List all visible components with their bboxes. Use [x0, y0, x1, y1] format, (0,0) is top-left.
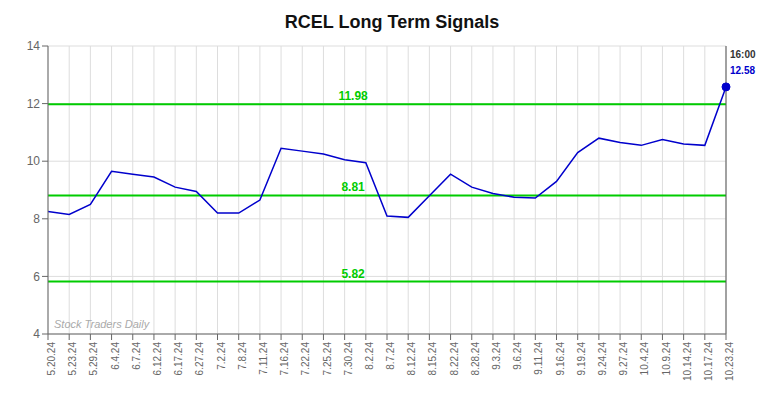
svg-text:6.7.24: 6.7.24	[131, 342, 142, 370]
svg-text:12.58: 12.58	[730, 65, 755, 76]
svg-text:4: 4	[33, 327, 40, 341]
svg-text:6.17.24: 6.17.24	[173, 342, 184, 376]
svg-text:10.14.24: 10.14.24	[682, 342, 693, 381]
svg-text:9.27.24: 9.27.24	[618, 342, 629, 376]
svg-text:7.8.24: 7.8.24	[237, 342, 248, 370]
svg-text:6.4.24: 6.4.24	[110, 342, 121, 370]
svg-text:16:00: 16:00	[730, 49, 756, 60]
svg-text:10.23.24: 10.23.24	[724, 342, 735, 381]
svg-text:8.28.24: 8.28.24	[470, 342, 481, 376]
svg-text:8.81: 8.81	[341, 180, 365, 194]
svg-text:6.27.24: 6.27.24	[194, 342, 205, 376]
svg-text:7.2.24: 7.2.24	[216, 342, 227, 370]
svg-text:5.29.24: 5.29.24	[88, 342, 99, 376]
svg-text:Stock Traders Daily: Stock Traders Daily	[54, 318, 151, 330]
svg-text:5.82: 5.82	[341, 267, 365, 281]
svg-text:7.16.24: 7.16.24	[279, 342, 290, 376]
svg-text:8.12.24: 8.12.24	[406, 342, 417, 376]
svg-text:8.7.24: 8.7.24	[385, 342, 396, 370]
svg-text:14: 14	[27, 39, 41, 53]
svg-text:7.11.24: 7.11.24	[258, 342, 269, 375]
svg-text:8.15.24: 8.15.24	[427, 342, 438, 376]
svg-text:8: 8	[33, 212, 40, 226]
svg-text:6.12.24: 6.12.24	[152, 342, 163, 376]
svg-text:8.2.24: 8.2.24	[364, 342, 375, 370]
svg-text:7.30.24: 7.30.24	[343, 342, 354, 376]
svg-text:6: 6	[33, 270, 40, 284]
svg-text:10.17.24: 10.17.24	[703, 342, 714, 381]
svg-text:7.22.24: 7.22.24	[300, 342, 311, 376]
svg-text:5.23.24: 5.23.24	[67, 342, 78, 376]
svg-text:8.22.24: 8.22.24	[449, 342, 460, 376]
svg-text:9.16.24: 9.16.24	[555, 342, 566, 376]
svg-text:10.9.24: 10.9.24	[661, 342, 672, 376]
svg-text:10: 10	[27, 154, 41, 168]
svg-text:7.25.24: 7.25.24	[322, 342, 333, 376]
svg-text:9.3.24: 9.3.24	[491, 342, 502, 370]
svg-text:5.20.24: 5.20.24	[46, 342, 57, 376]
svg-text:9.6.24: 9.6.24	[512, 342, 523, 370]
svg-text:9.24.24: 9.24.24	[597, 342, 608, 376]
svg-text:11.98: 11.98	[338, 89, 368, 103]
svg-text:9.19.24: 9.19.24	[576, 342, 587, 376]
html-text:RCEL Long Term Signals: RCEL Long Term Signals	[284, 12, 500, 32]
svg-text:12: 12	[27, 97, 41, 111]
svg-text:9.11.24: 9.11.24	[533, 342, 544, 375]
svg-text:10.4.24: 10.4.24	[639, 342, 650, 376]
